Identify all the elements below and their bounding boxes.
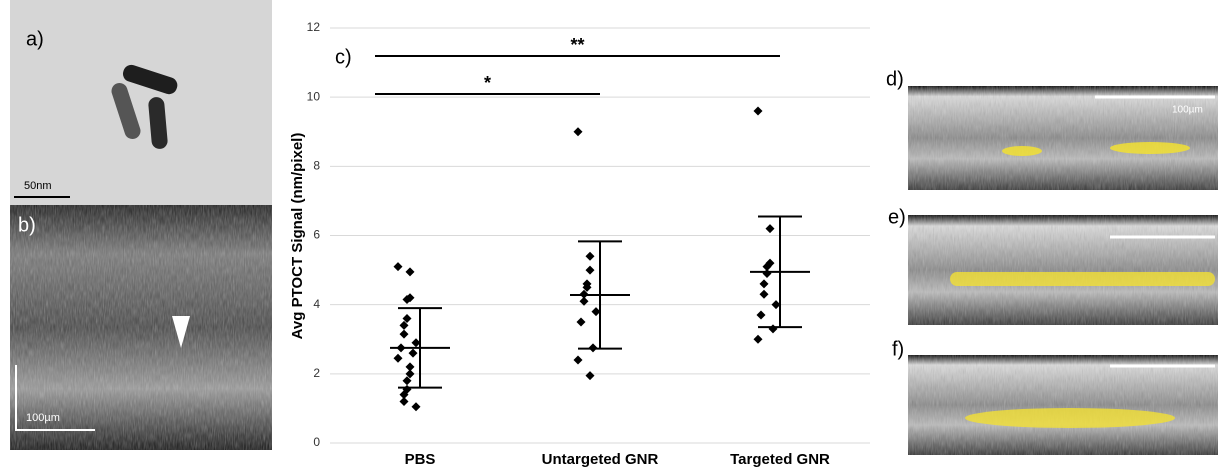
data-point	[585, 265, 595, 275]
significance-label: **	[570, 35, 584, 55]
oct-texture	[908, 86, 1218, 190]
data-point	[762, 269, 772, 279]
oct-texture	[10, 205, 272, 450]
data-point	[393, 353, 403, 363]
data-point	[753, 334, 763, 344]
data-point	[762, 262, 772, 272]
panel-label: f)	[892, 338, 904, 360]
data-point	[579, 296, 589, 306]
scale-label: 50nm	[24, 180, 52, 192]
signal-overlay	[950, 272, 1215, 286]
y-tick-label: 0	[313, 435, 320, 449]
data-point	[411, 338, 421, 348]
data-point	[399, 397, 409, 406]
data-point	[576, 317, 586, 327]
data-point	[582, 282, 592, 292]
data-point	[408, 348, 418, 358]
data-point	[402, 314, 412, 323]
data-point	[399, 329, 409, 339]
data-point	[573, 355, 583, 365]
oct-panels	[908, 86, 1218, 455]
data-point	[399, 390, 409, 400]
data-point	[411, 402, 421, 412]
chart: c) Avg PTOCT Signal (nm/pixel) 0 2 4 6 8 10 12…	[289, 20, 870, 467]
y-tick-label: 2	[313, 366, 320, 380]
y-tick-label: 12	[307, 20, 321, 34]
nanorod	[111, 83, 141, 139]
panel-label: b)	[18, 214, 36, 236]
data-point	[393, 262, 403, 272]
data-point	[402, 376, 412, 386]
scale-label: 100µm	[1172, 105, 1203, 116]
x-tick-label: Targeted GNR	[730, 451, 830, 467]
oct-texture	[908, 355, 1218, 455]
data-point	[585, 251, 595, 261]
tem-image	[10, 0, 272, 205]
data-point	[399, 320, 409, 330]
significance-label: *	[484, 73, 491, 93]
data-point	[405, 369, 415, 379]
data-point	[405, 362, 415, 372]
y-axis-label: Avg PTOCT Signal (nm/pixel)	[289, 133, 306, 340]
panel-label: e)	[888, 206, 906, 228]
data-point	[591, 307, 601, 317]
data-point	[759, 289, 769, 299]
panel-label: c)	[335, 46, 352, 68]
oct-texture	[908, 215, 1218, 325]
data-point	[402, 294, 412, 304]
signal-overlay	[1110, 142, 1190, 154]
y-tick-label: 10	[307, 89, 321, 103]
data-point	[768, 324, 778, 334]
data-point	[573, 127, 583, 137]
x-tick-label: Untargeted GNR	[542, 451, 659, 467]
nanorod	[122, 64, 178, 95]
signal-overlay	[965, 408, 1175, 428]
data-point	[753, 106, 763, 116]
nanorod	[148, 97, 168, 149]
data-point	[405, 267, 415, 277]
data-point	[765, 224, 775, 234]
y-tick-label: 6	[313, 228, 320, 242]
panel-label: a)	[26, 28, 44, 50]
scale-label: 100µm	[26, 412, 60, 424]
signal-overlay	[1002, 146, 1042, 156]
x-tick-label: PBS	[405, 451, 436, 467]
panel-label: d)	[886, 68, 904, 90]
y-tick-label: 4	[313, 297, 320, 311]
data-point	[771, 300, 781, 310]
data-point	[756, 310, 766, 320]
scale-bar	[15, 365, 95, 431]
data-point	[585, 371, 595, 381]
y-tick-label: 8	[313, 159, 320, 173]
data-point	[759, 279, 769, 289]
arrowhead	[172, 316, 190, 348]
